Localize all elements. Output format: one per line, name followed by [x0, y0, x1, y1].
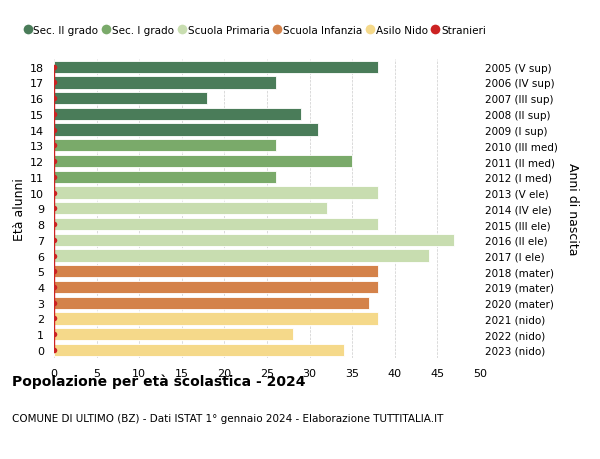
Bar	[54, 156, 352, 168]
Y-axis label: Anni di nascita: Anni di nascita	[566, 162, 579, 255]
Bar	[54, 93, 208, 105]
Bar	[54, 218, 378, 231]
Bar	[54, 171, 275, 184]
Bar	[54, 140, 275, 152]
Bar	[54, 297, 369, 309]
Text: Popolazione per età scolastica - 2024: Popolazione per età scolastica - 2024	[12, 374, 305, 389]
Bar	[54, 234, 454, 246]
Y-axis label: Età alunni: Età alunni	[13, 178, 26, 240]
Bar	[54, 124, 318, 136]
Bar	[54, 344, 344, 356]
Legend: Sec. II grado, Sec. I grado, Scuola Primaria, Scuola Infanzia, Asilo Nido, Stran: Sec. II grado, Sec. I grado, Scuola Prim…	[25, 26, 486, 36]
Bar	[54, 77, 275, 90]
Bar	[54, 313, 378, 325]
Text: COMUNE DI ULTIMO (BZ) - Dati ISTAT 1° gennaio 2024 - Elaborazione TUTTITALIA.IT: COMUNE DI ULTIMO (BZ) - Dati ISTAT 1° ge…	[12, 413, 443, 423]
Bar	[54, 250, 429, 262]
Bar	[54, 265, 378, 278]
Bar	[54, 203, 326, 215]
Bar	[54, 62, 378, 73]
Bar	[54, 187, 378, 199]
Bar	[54, 281, 378, 293]
Bar	[54, 328, 293, 341]
Bar	[54, 108, 301, 121]
